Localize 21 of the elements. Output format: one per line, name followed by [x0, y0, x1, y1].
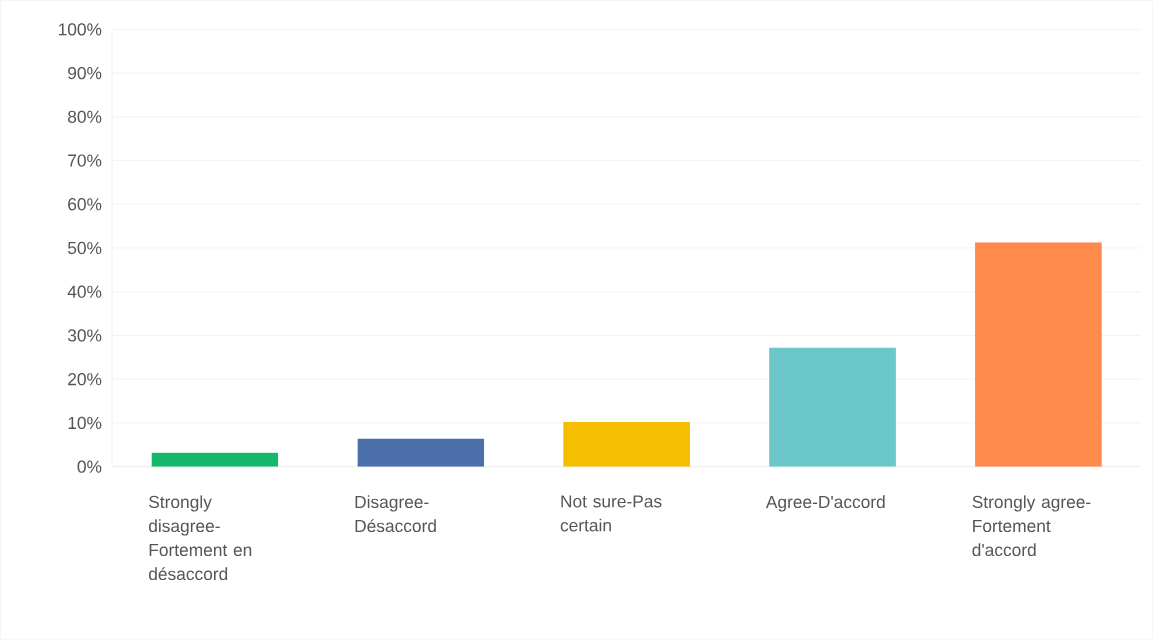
x-tick-label: Not sure-Pas certain [560, 495, 662, 532]
x-tick-label: Strongly disagree-Fortement en désaccord [149, 495, 252, 581]
y-tick-label: 60% [68, 198, 102, 211]
y-tick-label: 20% [68, 373, 102, 386]
y-tick-label: 70% [68, 154, 102, 167]
bar [357, 438, 485, 467]
y-tick-label: 80% [68, 110, 102, 123]
x-tick-label: Agree-D'accord [765, 495, 885, 512]
bar [975, 242, 1102, 467]
bar [563, 422, 690, 467]
y-tick-label: 30% [67, 329, 102, 342]
x-tick-label: Disagree-Désaccord [355, 495, 436, 533]
bar [151, 452, 279, 467]
x-tick-label: Strongly agree-Fortement d'accord [972, 495, 1091, 557]
y-tick-label: 50% [67, 241, 102, 255]
y-tick-label: 10% [68, 416, 102, 430]
bar [769, 347, 896, 467]
y-tick-label: 40% [67, 285, 102, 298]
y-tick-label: 90% [68, 66, 102, 80]
y-tick-label: 0% [77, 460, 102, 473]
y-tick-label: 100% [58, 23, 102, 36]
